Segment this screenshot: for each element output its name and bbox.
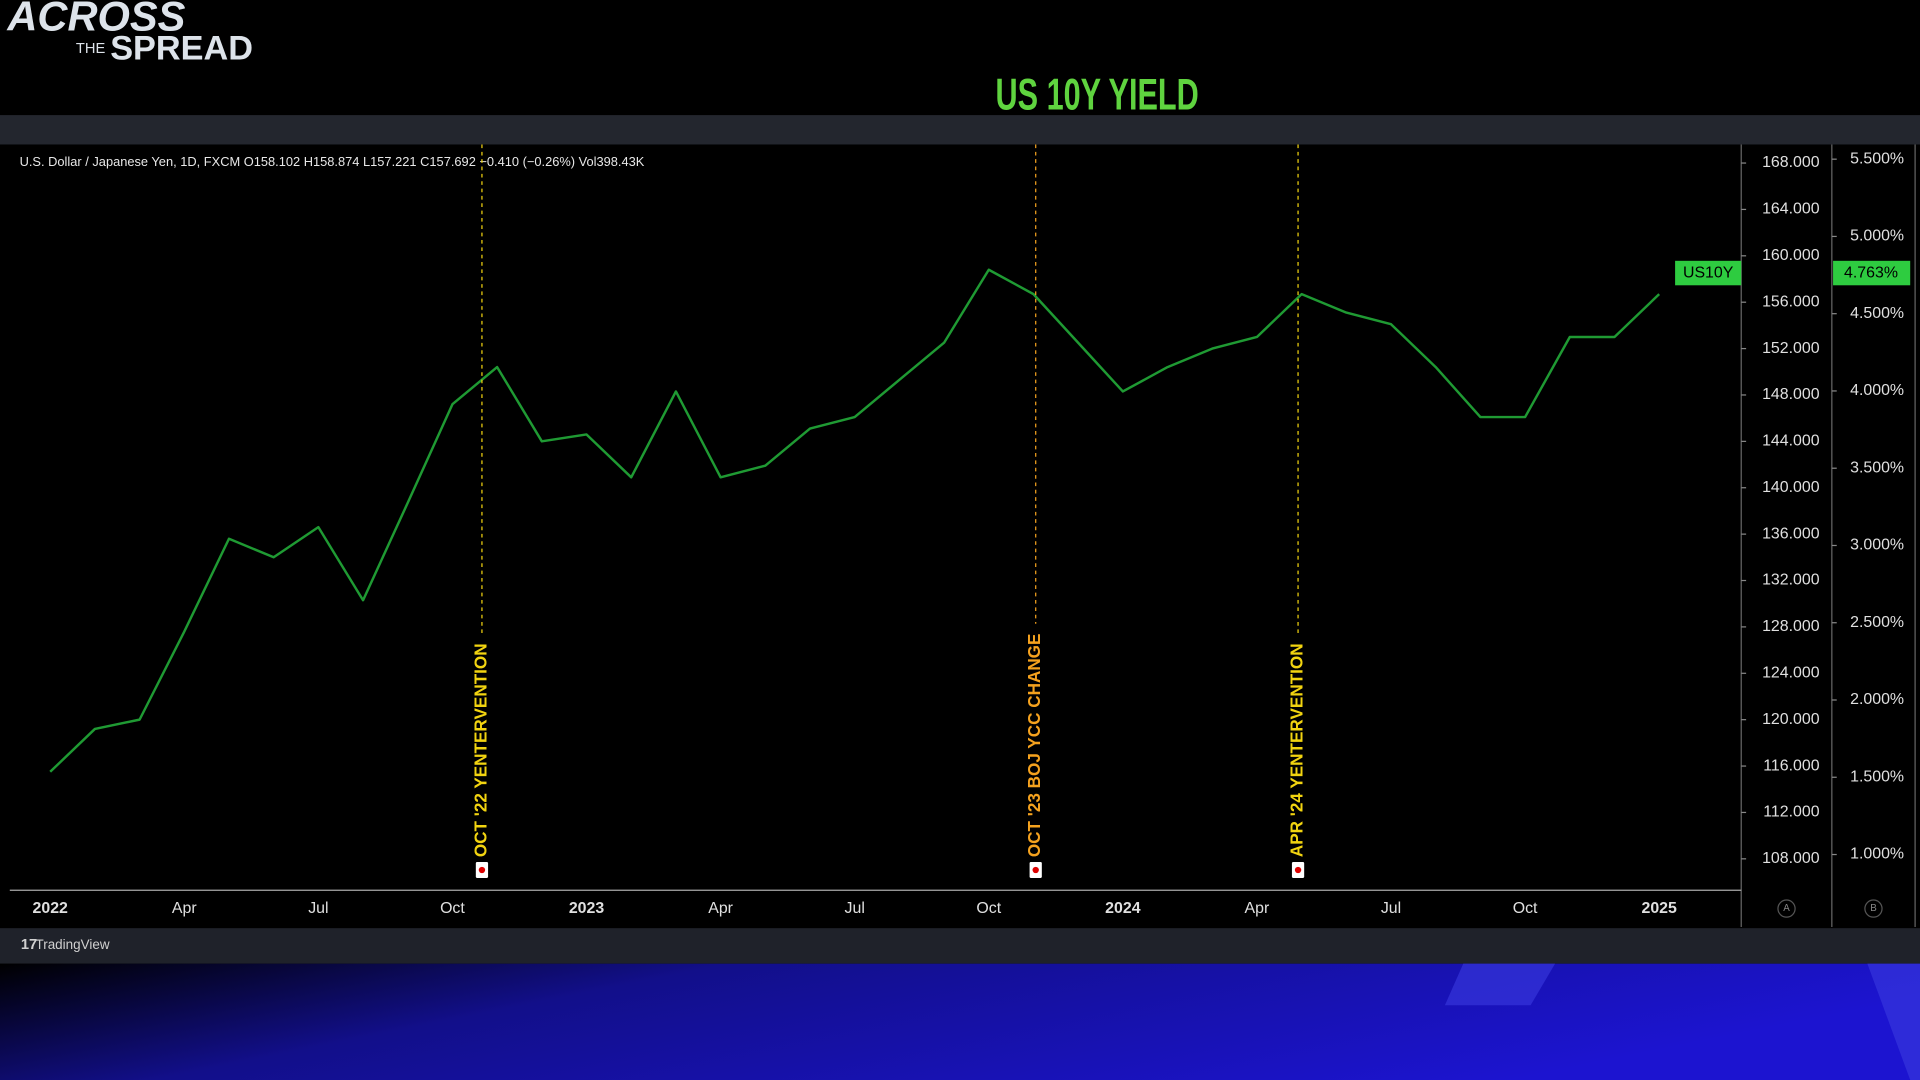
y-tick-label: 108.000 bbox=[1762, 850, 1820, 867]
logo-text: THE bbox=[76, 41, 106, 57]
y-tick-label: 128.000 bbox=[1762, 618, 1820, 635]
y-tick-label: 156.000 bbox=[1762, 293, 1820, 310]
footer-band bbox=[0, 928, 1920, 964]
x-tick-label: 2023 bbox=[569, 900, 605, 917]
x-tick-label: Oct bbox=[1513, 900, 1538, 917]
annotation-label: APR '24 YENTERVENTION bbox=[1287, 643, 1307, 857]
y-tick-label: 116.000 bbox=[1763, 757, 1819, 774]
x-tick-label: Oct bbox=[976, 900, 1001, 917]
y2-tick-label: 5.500% bbox=[1850, 150, 1904, 167]
x-tick-label: Apr bbox=[172, 900, 197, 917]
x-tick-label: Jul bbox=[1381, 900, 1401, 917]
y-tick-label: 168.000 bbox=[1762, 154, 1820, 171]
y2-tick-label: 2.000% bbox=[1850, 691, 1904, 708]
annotation-flag-dot bbox=[1032, 866, 1039, 874]
x-tick-label: Apr bbox=[1245, 900, 1270, 917]
y-tick-label: 124.000 bbox=[1762, 664, 1820, 681]
chart-title: US 10Y YIELD bbox=[996, 71, 1199, 120]
y2-tick-label: 3.000% bbox=[1850, 537, 1904, 554]
price-line bbox=[49, 268, 1661, 773]
last-value-label: 4.763% bbox=[1844, 264, 1898, 281]
y-tick-label: 112.000 bbox=[1763, 804, 1819, 821]
y-tick-label: 132.000 bbox=[1762, 572, 1820, 589]
annotation-label: OCT '23 BOJ YCC CHANGE bbox=[1024, 634, 1044, 858]
annotation-flag-dot bbox=[478, 866, 486, 874]
legend-header: U.S. Dollar / Japanese Yen, 1D, FXCM O15… bbox=[20, 154, 645, 169]
logo-text: SPREAD bbox=[110, 29, 253, 67]
last-value-name-box bbox=[1675, 260, 1742, 286]
x-tick-label: 2024 bbox=[1105, 900, 1141, 917]
y-tick-label: 144.000 bbox=[1762, 433, 1820, 450]
axis-button-label: A bbox=[1783, 903, 1790, 914]
y2-tick-label: 2.500% bbox=[1850, 614, 1904, 631]
x-tick-label: Apr bbox=[708, 900, 733, 917]
x-tick-label: 2025 bbox=[1641, 900, 1677, 917]
bottom-band bbox=[0, 963, 1920, 1080]
annotation-flag-dot bbox=[1294, 866, 1302, 874]
axis-button-label: B bbox=[1870, 903, 1877, 914]
chart-panel bbox=[0, 144, 1920, 929]
y-tick-label: 160.000 bbox=[1762, 247, 1820, 264]
y2-tick-label: 1.500% bbox=[1850, 768, 1904, 785]
y2-tick-label: 4.000% bbox=[1850, 382, 1904, 399]
y2-tick-label: 1.000% bbox=[1850, 846, 1904, 863]
last-value-name: US10Y bbox=[1683, 264, 1734, 281]
y-tick-label: 164.000 bbox=[1762, 201, 1820, 218]
y-tick-label: 136.000 bbox=[1762, 525, 1820, 542]
x-tick-label: Oct bbox=[440, 900, 465, 917]
annotation-label: OCT '22 YENTERVENTION bbox=[470, 643, 490, 857]
axis-button bbox=[1864, 899, 1883, 918]
y-tick-label: 120.000 bbox=[1762, 711, 1820, 728]
footer-text: TradingView bbox=[36, 937, 110, 952]
x-tick-label: 2022 bbox=[33, 900, 69, 917]
toolbar-band bbox=[0, 115, 1920, 145]
deco bbox=[1867, 963, 1920, 1080]
top-band bbox=[0, 0, 1920, 116]
x-tick-label: Jul bbox=[308, 900, 328, 917]
y2-tick-label: 4.500% bbox=[1850, 305, 1904, 322]
x-tick-label: Jul bbox=[845, 900, 865, 917]
y2-tick-label: 5.000% bbox=[1850, 228, 1904, 245]
y2-tick-label: 3.500% bbox=[1850, 459, 1904, 476]
last-value-box bbox=[1833, 260, 1911, 286]
y-tick-label: 152.000 bbox=[1762, 340, 1820, 357]
deco bbox=[1444, 963, 1556, 1006]
y-tick-label: 148.000 bbox=[1762, 386, 1820, 403]
logo-text: ACROSS bbox=[6, 0, 185, 40]
axis-button bbox=[1777, 899, 1796, 918]
tv-icon: 17 bbox=[21, 937, 37, 953]
y-tick-label: 140.000 bbox=[1762, 479, 1820, 496]
